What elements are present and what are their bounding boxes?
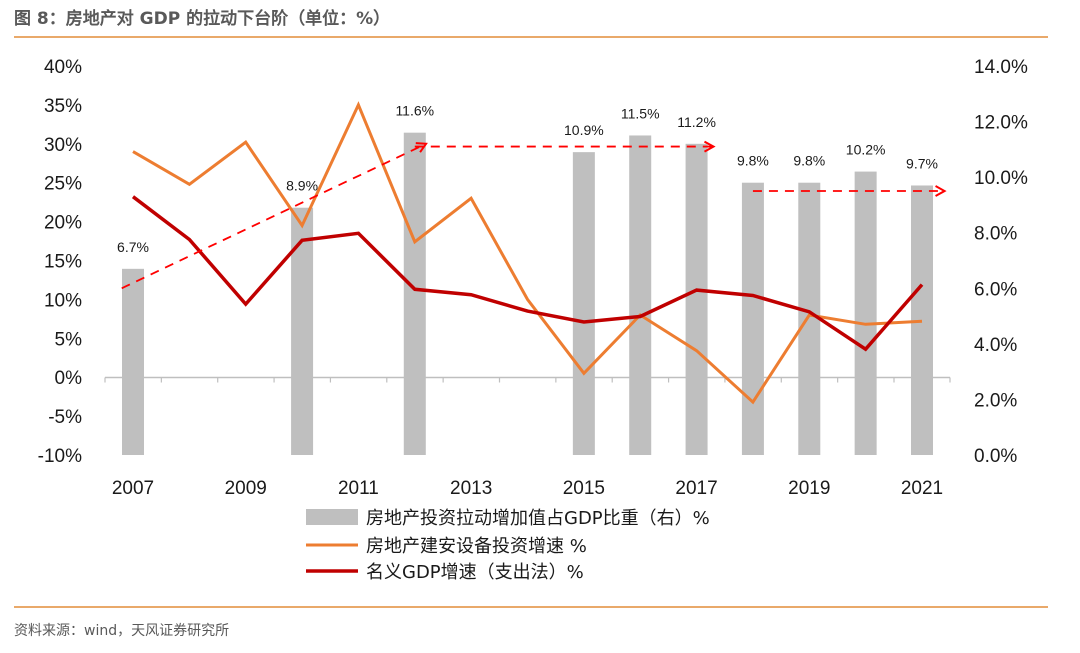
right-axis-tick-label: 0.0%: [974, 446, 1017, 467]
x-axis-tick-label: 2013: [450, 478, 492, 499]
x-axis-tick-label: 2019: [788, 478, 830, 499]
chart-canvas: 6.7% 8.9% 11.6% 10.9% 11.5% 11.2% 9.8% 9.8% 10.2…: [38, 57, 1028, 583]
nominal-gdp-growth-line: [131, 195, 924, 352]
top-divider: [14, 36, 1048, 38]
left-axis-tick-label: 35%: [44, 96, 82, 117]
x-axis-tick-label: 2007: [112, 478, 154, 499]
construction-investment-growth-line: [132, 101, 923, 405]
bar-label-2016: 11.5%: [621, 105, 660, 121]
left-axis-tick-label: 10%: [44, 290, 82, 311]
left-axis-tick-label: 30%: [44, 135, 82, 156]
bar-2010: [291, 207, 314, 455]
trend-arrow-1: [121, 144, 426, 290]
legend-label-1: 房地产建安设备投资增速 %: [366, 536, 587, 557]
bar-label-2017: 11.2%: [677, 114, 716, 130]
bar-2019: [798, 182, 821, 455]
legend-label-0: 房地产投资拉动增加值占GDP比重（右）%: [366, 508, 710, 529]
x-axis-tick-label: 2009: [225, 478, 267, 499]
bar-2012: [403, 132, 426, 455]
chart-title: 图 8：房地产对 GDP 的拉动下台阶（单位：%）: [14, 9, 391, 29]
bar-label-2010: 8.9%: [286, 178, 318, 194]
left-axis-tick-label: 0%: [55, 368, 83, 389]
legend-swatch-bar: [306, 509, 358, 525]
bar-label-2012: 11.6%: [395, 103, 434, 119]
left-axis-tick-label: 20%: [44, 213, 82, 234]
bar-label-2021: 9.7%: [906, 155, 938, 171]
right-axis-tick-label: 10.0%: [974, 168, 1028, 189]
bar-2016: [629, 135, 652, 455]
bar-label-2018: 9.8%: [737, 153, 769, 169]
right-axis-tick-label: 12.0%: [974, 113, 1028, 134]
bar-label-2020: 10.2%: [846, 142, 886, 158]
x-axis-tick-label: 2017: [675, 478, 717, 499]
right-axis-tick-label: 14.0%: [974, 57, 1028, 78]
bar-2018: [741, 182, 764, 455]
x-axis-tick-label: 2021: [901, 478, 943, 499]
left-axis-tick-label: 40%: [44, 57, 82, 78]
right-axis-tick-label: 8.0%: [974, 224, 1017, 245]
left-axis-tick-label: -5%: [48, 407, 82, 428]
bar-label-2007: 6.7%: [117, 239, 149, 255]
source-note: 资料来源：wind，天风证券研究所: [14, 623, 230, 639]
bar-2015: [572, 152, 595, 455]
left-axis-tick-label: 5%: [55, 329, 83, 350]
left-axis-tick-label: 15%: [44, 252, 82, 273]
bottom-divider: [14, 606, 1048, 608]
bar-2007: [122, 268, 144, 455]
legend-label-2: 名义GDP增速（支出法）%: [366, 562, 584, 583]
x-axis-tick-label: 2011: [338, 478, 379, 499]
bar-label-2015: 10.9%: [564, 122, 604, 138]
bar-label-2019: 9.8%: [793, 153, 825, 169]
bar-2020: [854, 171, 877, 456]
x-axis-tick-label: 2015: [563, 478, 605, 499]
right-axis-tick-label: 6.0%: [974, 279, 1017, 300]
bar-2021: [911, 185, 933, 455]
bar-2017: [685, 143, 708, 456]
left-axis-tick-label: 25%: [44, 174, 82, 195]
right-axis-tick-label: 4.0%: [974, 335, 1017, 356]
left-axis-tick-label: -10%: [38, 446, 82, 467]
right-axis-tick-label: 2.0%: [974, 390, 1017, 411]
